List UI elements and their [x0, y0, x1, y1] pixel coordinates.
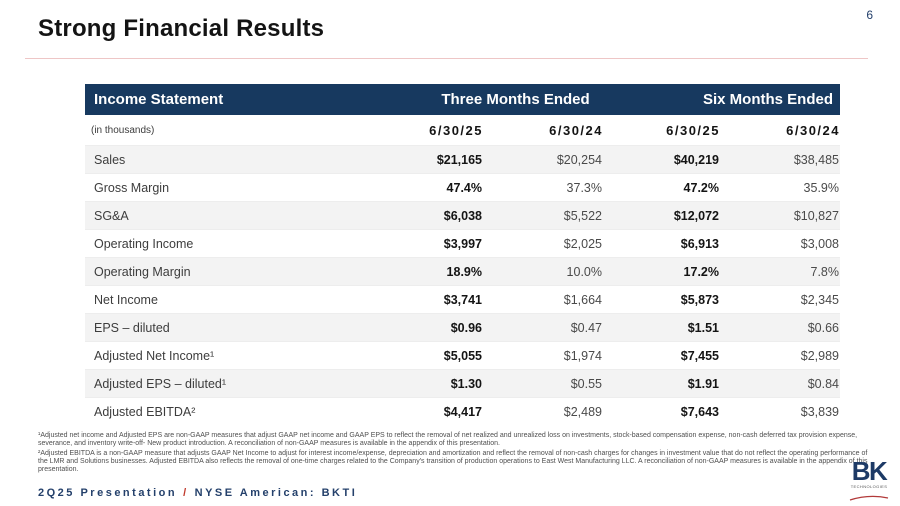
logo-initials: BK — [851, 456, 888, 486]
cell-value: $2,989 — [800, 348, 839, 363]
footnotes: ¹Adjusted net income and Adjusted EPS ar… — [38, 432, 872, 475]
units-note: (in thousands) — [91, 124, 155, 136]
row-label: Sales — [94, 152, 126, 167]
cell-value: $5,522 — [563, 208, 602, 223]
column-header-date: 6/30/24 — [786, 122, 840, 138]
cell-value: $0.55 — [570, 376, 602, 391]
footer-presentation-label: 2Q25 Presentation — [38, 487, 178, 499]
cell-value: 37.3% — [566, 180, 602, 195]
cell-value: $6,913 — [680, 236, 719, 251]
table-row-eps-diluted: EPS – diluted $0.96 $0.47 $1.51 $0.66 — [85, 313, 840, 341]
footer-separator: / — [183, 487, 189, 499]
slide-footer: 2Q25 Presentation / NYSE American: BKTI — [38, 487, 357, 499]
table-row-adjusted-net-income: Adjusted Net Income¹ $5,055 $1,974 $7,45… — [85, 341, 840, 369]
row-label: Adjusted EBITDA² — [94, 404, 196, 419]
table-row-sales: Sales $21,165 $20,254 $40,219 $38,485 — [85, 145, 840, 173]
footnote-1: ¹Adjusted net income and Adjusted EPS ar… — [38, 432, 858, 448]
cell-value: $7,643 — [680, 404, 719, 419]
cell-value: 10.0% — [566, 264, 602, 279]
table-row-sga: SG&A $6,038 $5,522 $12,072 $10,827 — [85, 201, 840, 229]
column-header-date: 6/30/25 — [429, 122, 483, 138]
row-label: Adjusted Net Income¹ — [94, 348, 215, 363]
row-label: SG&A — [94, 208, 129, 223]
cell-value: $0.84 — [807, 376, 839, 391]
footnote-2: ²Adjusted EBITDA is a non-GAAP measure t… — [38, 449, 868, 474]
cell-value: 47.2% — [683, 180, 719, 195]
bk-technologies-logo: BK TECHNOLOGIES — [845, 458, 893, 505]
cell-value: $5,055 — [443, 348, 482, 363]
cell-value: $1,664 — [563, 292, 602, 307]
cell-value: $1,974 — [563, 348, 602, 363]
cell-value: $12,072 — [673, 208, 719, 223]
cell-value: $1.51 — [687, 320, 719, 335]
logo-swoosh-icon — [845, 489, 893, 505]
table-header-income-statement: Income Statement — [94, 91, 224, 108]
table-subheader-row: (in thousands) 6/30/25 6/30/24 6/30/25 6… — [85, 115, 840, 145]
row-label: Gross Margin — [94, 180, 170, 195]
cell-value: $0.47 — [570, 320, 602, 335]
footer-ticker-label: NYSE American: BKTI — [194, 487, 358, 499]
column-header-date: 6/30/24 — [549, 122, 603, 138]
table-row-operating-margin: Operating Margin 18.9% 10.0% 17.2% 7.8% — [85, 257, 840, 285]
cell-value: $1.30 — [450, 376, 482, 391]
cell-value: 7.8% — [810, 264, 840, 279]
cell-value: 17.2% — [683, 264, 719, 279]
column-header-date: 6/30/25 — [666, 122, 720, 138]
cell-value: $21,165 — [436, 152, 482, 167]
cell-value: $6,038 — [443, 208, 482, 223]
table-row-gross-margin: Gross Margin 47.4% 37.3% 47.2% 35.9% — [85, 173, 840, 201]
cell-value: $0.96 — [450, 320, 482, 335]
table-header-three-months-ended: Three Months Ended — [441, 91, 590, 108]
page-number: 6 — [866, 8, 873, 22]
page-title: Strong Financial Results — [38, 15, 325, 42]
row-label: EPS – diluted — [94, 320, 170, 335]
row-label: Operating Margin — [94, 264, 191, 279]
row-label: Adjusted EPS – diluted¹ — [94, 376, 227, 391]
cell-value: $1.91 — [687, 376, 719, 391]
row-label: Net Income — [94, 292, 158, 307]
cell-value: $10,827 — [793, 208, 839, 223]
cell-value: $2,489 — [563, 404, 602, 419]
cell-value: $5,873 — [680, 292, 719, 307]
cell-value: $3,741 — [443, 292, 482, 307]
table-row-operating-income: Operating Income $3,997 $2,025 $6,913 $3… — [85, 229, 840, 257]
cell-value: $0.66 — [807, 320, 839, 335]
cell-value: $3,839 — [800, 404, 839, 419]
table-header-six-months-ended: Six Months Ended — [702, 91, 833, 108]
cell-value: $2,025 — [563, 236, 602, 251]
cell-value: $3,997 — [443, 236, 482, 251]
table-header-bar: Income Statement Three Months Ended Six … — [85, 84, 840, 115]
logo-subtext: TECHNOLOGIES — [850, 484, 888, 489]
table-row-adjusted-eps-diluted: Adjusted EPS – diluted¹ $1.30 $0.55 $1.9… — [85, 369, 840, 397]
cell-value: $38,485 — [793, 152, 839, 167]
cell-value: $7,455 — [680, 348, 719, 363]
table-row-adjusted-ebitda: Adjusted EBITDA² $4,417 $2,489 $7,643 $3… — [85, 397, 840, 425]
cell-value: $4,417 — [443, 404, 482, 419]
title-divider — [25, 58, 868, 59]
table-row-net-income: Net Income $3,741 $1,664 $5,873 $2,345 — [85, 285, 840, 313]
cell-value: 35.9% — [803, 180, 839, 195]
row-label: Operating Income — [94, 236, 194, 251]
cell-value: 18.9% — [446, 264, 482, 279]
cell-value: 47.4% — [446, 180, 482, 195]
cell-value: $20,254 — [556, 152, 602, 167]
cell-value: $2,345 — [800, 292, 839, 307]
cell-value: $3,008 — [800, 236, 839, 251]
income-statement-table: Income Statement Three Months Ended Six … — [85, 84, 840, 425]
cell-value: $40,219 — [673, 152, 719, 167]
